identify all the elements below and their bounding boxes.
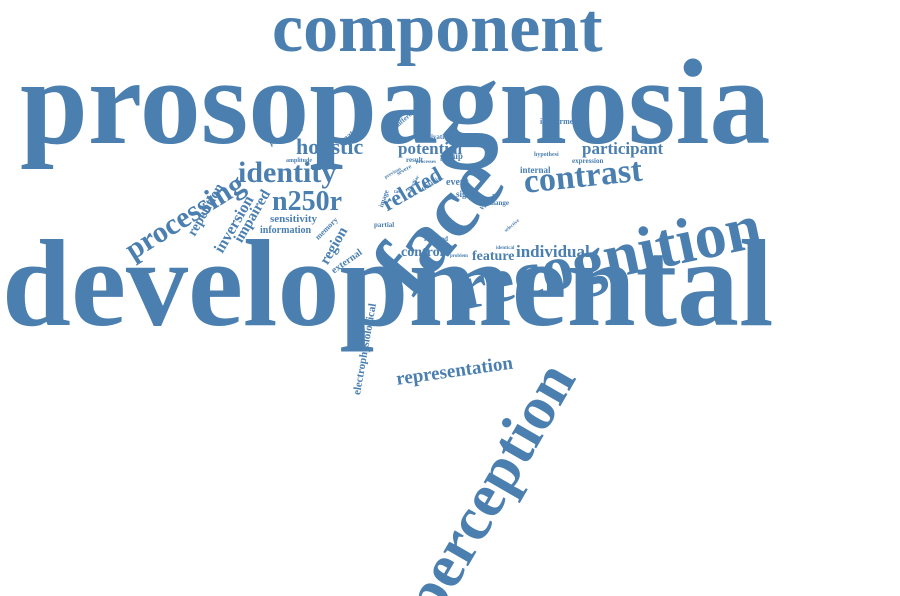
- word-group: group: [440, 151, 463, 161]
- word-sensitivity: sensitivity: [270, 213, 318, 225]
- word-amplitude: amplitude: [286, 158, 313, 164]
- word-result: result: [406, 156, 423, 164]
- word-impairment: impairment: [540, 117, 581, 126]
- word-prosopagnosia: prosopagnosia: [20, 35, 771, 170]
- word-hypothesi: hypothesi: [534, 152, 559, 158]
- word-identical: identical: [496, 246, 515, 251]
- word-information: information: [260, 225, 312, 236]
- word-identity: identity: [238, 156, 337, 189]
- word-task: task: [394, 190, 403, 195]
- word-perception: perception: [389, 350, 589, 596]
- word-processes: processes: [416, 160, 436, 165]
- word-problem: problem: [450, 254, 468, 259]
- word-developmental: developmental: [2, 215, 774, 352]
- word-feature: feature: [472, 249, 515, 264]
- word-control: control: [401, 245, 444, 260]
- word-holistic: holistic: [296, 134, 364, 159]
- word-partial: partial: [374, 221, 395, 229]
- word-event: event: [446, 177, 469, 188]
- word-expression: expression: [572, 157, 604, 165]
- word-activation: activation: [422, 133, 452, 141]
- word-individual: individual: [516, 242, 590, 261]
- word-participant: participant: [582, 139, 664, 158]
- word-internal: internal: [520, 165, 551, 175]
- word-potential: potential: [398, 139, 463, 158]
- word-component: component: [272, 0, 603, 67]
- word-n250r: n250r: [272, 186, 342, 217]
- word-change: change: [488, 199, 509, 207]
- word-reduced: reduced: [424, 235, 448, 243]
- word-signal: signal: [456, 189, 479, 199]
- word-representation: representation: [394, 352, 515, 390]
